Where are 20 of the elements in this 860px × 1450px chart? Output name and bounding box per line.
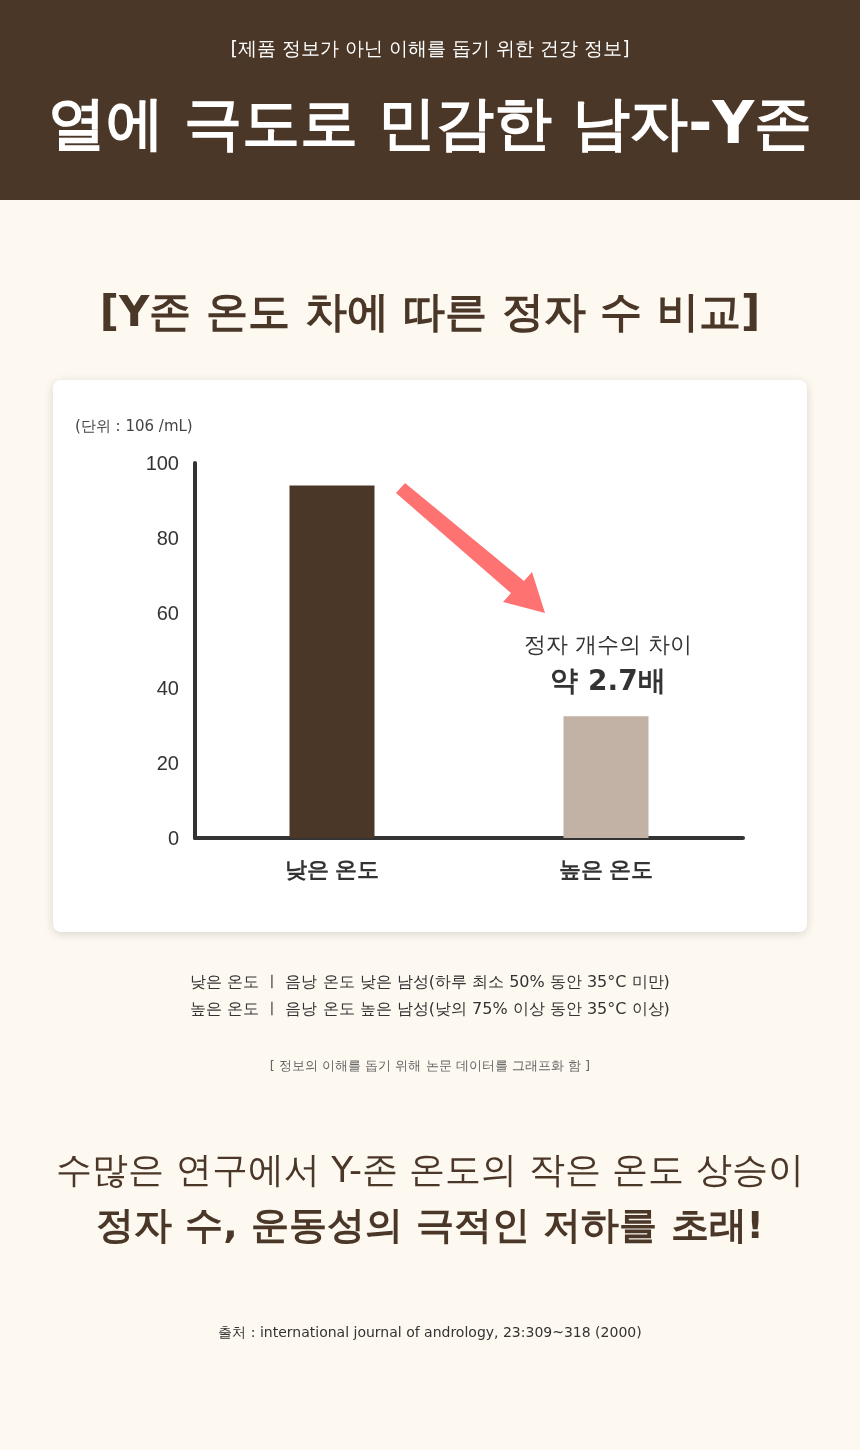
text: 높은 온도 ㅣ 음낭 온도 높은 남성(낮의 75% 이상 동안 35°C 이상) bbox=[189, 999, 671, 1020]
y-tick-label: 20 bbox=[156, 752, 179, 774]
annotation: 약 2.7배 bbox=[549, 663, 667, 699]
x-tick-label: 높은 온도 bbox=[558, 856, 654, 882]
text: [ 정보의 이해를 돕기 위해 논문 데이터를 그래프화 함 ] bbox=[268, 1057, 592, 1075]
y-tick-label: 40 bbox=[156, 677, 179, 699]
y-axis-title: (단위 : 106 /mL) bbox=[75, 417, 193, 436]
text: 정자 수, 운동성의 극적인 저하를 초래! bbox=[95, 1202, 765, 1249]
y-tick-label: 80 bbox=[156, 527, 179, 549]
text: 수많은 연구에서 Y-존 온도의 작은 온도 상승이 bbox=[55, 1148, 805, 1192]
text: 낮은 온도 ㅣ 음낭 온도 낮은 남성(하루 최소 50% 동안 35°C 미만) bbox=[189, 972, 671, 993]
chart-subtitle: [Y존 온도 차에 따른 정자 수 비교] bbox=[98, 286, 762, 338]
text: [제품 정보가 아닌 이해를 돕기 위한 건강 정보] bbox=[229, 36, 631, 61]
chart-title: 열에 극도로 민감한 남자-Y존 bbox=[46, 88, 814, 159]
y-tick-label: 0 bbox=[167, 827, 179, 849]
source-note: 출처 : international journal of andrology, 23:309~318 (2000) bbox=[217, 1324, 643, 1342]
y-tick-label: 60 bbox=[156, 602, 179, 624]
x-tick-label: 낮은 온도 bbox=[284, 856, 380, 882]
y-tick-label: 100 bbox=[145, 452, 179, 474]
annotation: 정자 개수의 차이 bbox=[523, 631, 693, 659]
